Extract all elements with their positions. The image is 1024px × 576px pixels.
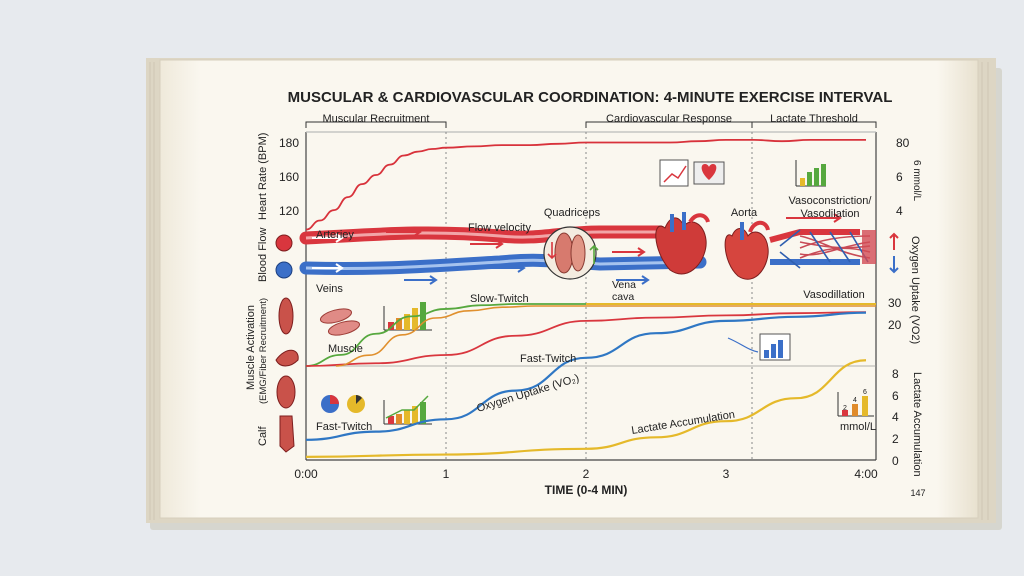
ylabel-muscle-activation-sub: (EMG/Fiber Recruitment) [258, 298, 269, 404]
page-edge-lines [149, 62, 989, 520]
series-line-3 [305, 311, 867, 441]
label-vasoconstriction: Vasoconstriction/ [789, 195, 873, 207]
bar-inset-2 [383, 395, 432, 425]
label-vena: Vena [612, 279, 636, 291]
x-tick-4: 4:00 [854, 467, 878, 481]
series-line-4 [305, 359, 867, 458]
label-fast-twitch-2: Fast-Twitch [316, 421, 372, 433]
lac-tick-4: 4 [892, 410, 899, 424]
ylabel-blood-flow: Blood Flow [257, 228, 269, 282]
label-vasodilation-2: Vasodillation [803, 289, 865, 301]
artery-right [769, 229, 860, 243]
series-line-intermediate [335, 305, 876, 367]
pie-inset [321, 395, 365, 413]
aorta-heart-illustration [724, 220, 770, 280]
flow-arrows [312, 213, 899, 285]
phase-muscular: Muscular Recruitment [323, 113, 430, 125]
heart-illustration [655, 212, 710, 275]
right-tick-4: 4 [896, 204, 903, 218]
hr-tick-120: 120 [279, 204, 299, 218]
lac-tick-8: 8 [892, 367, 899, 381]
right-unit-mmol: 6 mmol/L [911, 160, 922, 202]
mini-bar-label-4: 4 [853, 397, 857, 404]
muscle-fiber-icon [275, 349, 299, 367]
series-layer [305, 138, 876, 458]
vessel-end [862, 230, 876, 264]
page-number: 147 [910, 488, 925, 498]
right-tick-30: 30 [888, 296, 902, 310]
hr-tick-180: 180 [279, 136, 299, 150]
label-muscle: Muscle [328, 343, 363, 355]
label-flow-velocity: Flow velocity [468, 222, 531, 234]
ylabel-oxygen-uptake: Oxygen Uptake (VO2) [909, 236, 921, 344]
right-tick-80: 80 [896, 136, 910, 150]
muscle-cells [319, 308, 361, 336]
ylabel-heart-rate: Heart Rate (BPM) [257, 133, 269, 220]
anatomy-left [275, 234, 299, 453]
book-page [159, 59, 979, 519]
lactate-mini-bars [837, 392, 874, 417]
lac-tick-0: 0 [892, 454, 899, 468]
mini-bar-label-6: 6 [863, 389, 867, 396]
lac-tick-2: 2 [892, 432, 899, 446]
plot-frame [305, 131, 877, 461]
ylabel-muscle-activation: Muscle Activation [245, 305, 257, 390]
label-artery: Arteriey [316, 229, 354, 241]
phase-cardio: Cardiovascular Response [606, 113, 732, 125]
calf-icon [279, 415, 295, 453]
mini-bar-label-2: 2 [843, 405, 847, 412]
x-tick-3: 3 [723, 467, 730, 481]
thigh-icon [276, 375, 296, 409]
chart-title: MUSCULAR & CARDIOVASCULAR COORDINATION: … [288, 89, 893, 106]
label-cava: cava [612, 291, 634, 303]
label-mmol: mmol/L [840, 421, 876, 433]
x-tick-0: 0:00 [294, 467, 318, 481]
x-tick-2: 2 [583, 467, 590, 481]
heart-rate-inset [659, 159, 725, 187]
right-tick-20: 20 [888, 318, 902, 332]
ylabel-lactate: Lactate Accumulation [911, 372, 923, 477]
x-tick-1: 1 [443, 467, 450, 481]
x-axis-label: TIME (0-4 MIN) [545, 483, 628, 497]
label-aorta: Aorta [731, 207, 758, 219]
bar-inset-1 [383, 302, 432, 331]
series-line-0 [305, 138, 866, 231]
quadriceps-illustration [543, 226, 599, 280]
label-veins: Veins [316, 283, 343, 295]
artery-icon [275, 234, 293, 252]
muscle-icon [278, 297, 294, 335]
label-fast-twitch-1: Fast-Twitch [520, 353, 576, 365]
hr-tick-160: 160 [279, 170, 299, 184]
lac-tick-6: 6 [892, 389, 899, 403]
phase-lactate: Lactate Threshold [770, 113, 858, 125]
ylabel-calf: Calf [257, 425, 269, 446]
capillary-bed [799, 235, 871, 259]
lactate-bar-inset [795, 160, 826, 187]
vein-icon [275, 261, 293, 279]
label-vasodilation-1: Vasodilation [800, 208, 859, 220]
label-slow-twitch: Slow-Twitch [470, 293, 529, 305]
right-tick-6: 6 [896, 170, 903, 184]
vo2-bar-inset [727, 333, 791, 361]
phase-headers [305, 121, 877, 128]
label-quadriceps: Quadriceps [544, 207, 601, 219]
series-line-2 [305, 311, 867, 367]
